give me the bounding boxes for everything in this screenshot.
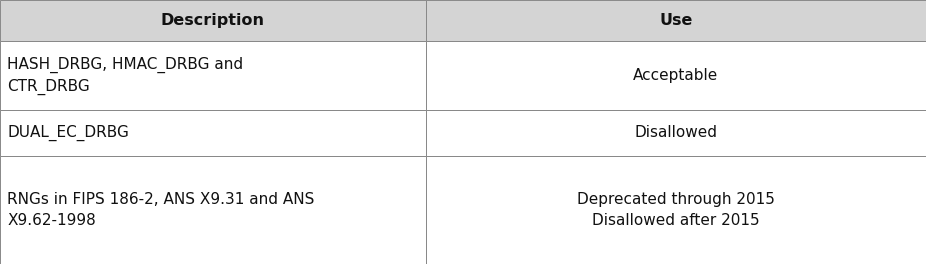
Text: Deprecated through 2015
Disallowed after 2015: Deprecated through 2015 Disallowed after… [577,192,775,228]
Bar [426,41,926,110]
Bar [0,0,426,41]
Text: HASH_DRBG, HMAC_DRBG and
CTR_DRBG: HASH_DRBG, HMAC_DRBG and CTR_DRBG [7,56,244,95]
Text: Disallowed: Disallowed [634,125,718,140]
Bar [0,156,426,264]
Bar [0,110,426,156]
Bar [0,41,426,110]
Text: Use: Use [659,13,693,28]
Bar [426,110,926,156]
Text: DUAL_EC_DRBG: DUAL_EC_DRBG [7,125,130,141]
Bar [426,156,926,264]
Bar [426,0,926,41]
Text: RNGs in FIPS 186-2, ANS X9.31 and ANS
X9.62-1998: RNGs in FIPS 186-2, ANS X9.31 and ANS X9… [7,192,315,228]
Text: Description: Description [161,13,265,28]
Text: Acceptable: Acceptable [633,68,719,83]
